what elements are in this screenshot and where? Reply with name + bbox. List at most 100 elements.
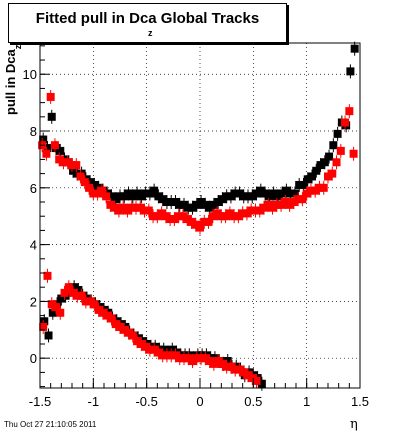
data-point <box>47 300 56 309</box>
data-point <box>188 357 197 366</box>
x-tick-label: -1.5 <box>29 394 51 409</box>
data-point <box>167 198 176 207</box>
data-point <box>239 192 248 201</box>
data-point <box>196 223 204 232</box>
data-point <box>120 325 129 334</box>
data-point <box>73 291 82 300</box>
data-point <box>47 112 56 121</box>
y-tick-label: 2 <box>30 294 37 309</box>
data-point <box>80 178 89 187</box>
data-point <box>59 158 68 167</box>
data-point <box>97 186 106 195</box>
data-point <box>133 189 142 198</box>
data-point <box>43 144 52 153</box>
data-point <box>238 209 247 218</box>
data-point <box>325 152 334 161</box>
data-point <box>166 215 175 224</box>
data-point <box>178 212 187 221</box>
data-point <box>184 354 193 363</box>
data-point <box>124 328 133 337</box>
data-point <box>140 206 149 215</box>
data-point <box>332 158 341 167</box>
data-point <box>329 141 338 150</box>
data-point <box>116 192 124 201</box>
data-point <box>252 376 261 385</box>
data-point <box>56 308 65 317</box>
data-point <box>57 294 66 303</box>
data-point <box>264 200 273 209</box>
data-point <box>350 44 359 53</box>
data-point <box>39 322 48 331</box>
chart-title-suffix: Global Tracks <box>156 10 260 27</box>
data-point <box>345 107 354 116</box>
data-point <box>43 271 52 280</box>
data-point <box>308 172 316 181</box>
data-point <box>119 203 128 212</box>
data-point <box>44 331 53 340</box>
chart-title: Fitted pull in Dca Global Tracks <box>9 10 286 27</box>
data-point <box>230 212 239 221</box>
data-point <box>111 320 120 329</box>
data-point <box>158 195 167 204</box>
data-point <box>159 345 168 354</box>
data-point <box>251 206 260 215</box>
data-point <box>204 217 213 226</box>
data-point <box>94 305 103 314</box>
data-point <box>175 354 184 363</box>
data-point <box>77 291 86 300</box>
data-point <box>242 209 251 218</box>
data-point <box>208 212 217 221</box>
data-point <box>247 206 256 215</box>
data-point <box>294 195 303 204</box>
data-point <box>60 288 69 297</box>
data-point <box>170 215 179 224</box>
data-point <box>281 198 290 207</box>
data-point <box>93 189 102 198</box>
data-point <box>90 180 99 189</box>
data-point <box>144 206 153 215</box>
data-point <box>257 379 266 388</box>
data-point <box>103 311 112 320</box>
data-point <box>102 192 111 201</box>
data-point <box>106 200 115 209</box>
data-point <box>256 186 265 195</box>
data-point <box>85 183 94 192</box>
data-point <box>46 92 55 101</box>
data-point <box>201 354 210 363</box>
y-tick-label: 6 <box>30 181 37 196</box>
grid <box>40 43 360 388</box>
data-series <box>38 41 359 391</box>
data-point <box>226 362 235 371</box>
data-point <box>187 217 196 226</box>
data-point <box>42 149 51 158</box>
x-tick-label: 0.5 <box>244 394 262 409</box>
x-tick-label: 1.5 <box>351 394 369 409</box>
data-point <box>248 374 257 383</box>
data-point <box>161 212 170 221</box>
y-axis-label-subscript: z <box>13 44 23 49</box>
data-point <box>150 186 159 195</box>
data-point <box>55 155 64 164</box>
data-point <box>252 189 261 198</box>
data-point <box>312 166 321 175</box>
data-point <box>205 203 214 212</box>
footer-timestamp: Thu Oct 27 21:10:05 2011 <box>4 420 97 429</box>
data-point <box>124 189 133 198</box>
data-point <box>346 67 355 76</box>
data-point <box>295 180 304 189</box>
y-tick-label: 0 <box>30 351 37 366</box>
data-point <box>277 200 286 209</box>
data-point <box>218 359 227 368</box>
series-2 <box>38 89 358 388</box>
data-point <box>333 129 342 138</box>
x-tick-label: 1 <box>303 394 310 409</box>
data-point <box>316 161 325 170</box>
data-point <box>235 365 244 374</box>
data-point <box>197 354 206 363</box>
data-point <box>231 189 240 198</box>
data-point <box>239 368 248 377</box>
x-tick-label: -1 <box>88 394 100 409</box>
data-point <box>265 192 274 201</box>
data-point <box>282 186 291 195</box>
